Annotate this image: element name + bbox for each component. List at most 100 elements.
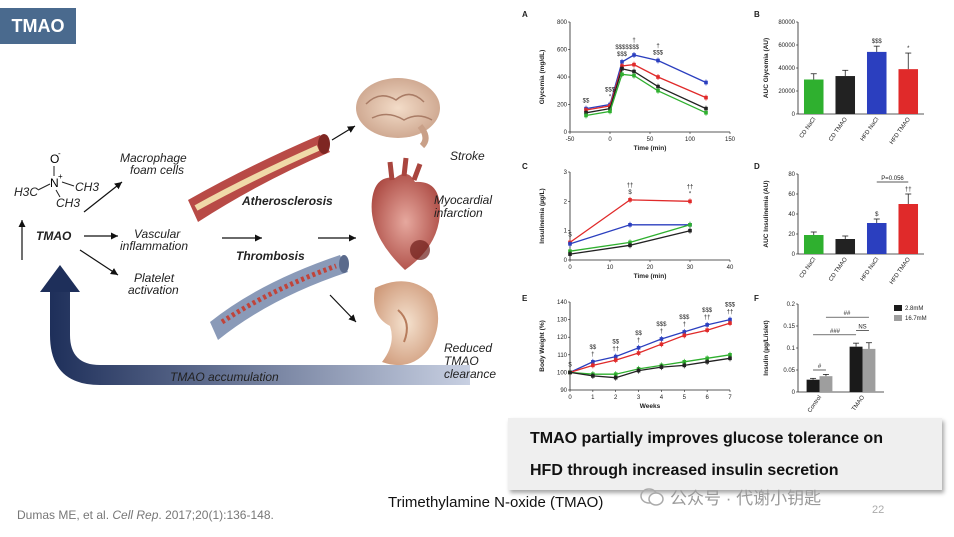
series-line — [569, 357, 731, 379]
data-point — [620, 66, 624, 71]
data-point — [656, 58, 660, 63]
significance-label: † — [591, 352, 594, 358]
data-point — [591, 360, 595, 364]
data-point — [568, 370, 572, 375]
category-label: TMAO — [851, 394, 866, 412]
category-label: CD NaCl — [799, 117, 817, 140]
svg-text:H3C: H3C — [14, 185, 38, 199]
data-point — [628, 198, 632, 202]
data-point — [636, 351, 641, 355]
data-point — [632, 73, 636, 78]
data-point — [728, 321, 732, 325]
figure-caption: Trimethylamine N-oxide (TMAO) — [388, 494, 604, 511]
y-tick-label: 40 — [788, 212, 795, 218]
platelet-label-line2: activation — [128, 283, 179, 297]
x-tick-label: 0 — [568, 395, 572, 401]
macrophage-label-line1: Macrophage — [120, 151, 187, 165]
y-tick-label: 80000 — [778, 20, 795, 26]
panel-f-islet-insulin-chart: F 0 0.05 0.1 0.15 0.2 Insulin (µg/L/islet) Cont… — [754, 294, 927, 414]
series-line — [585, 73, 707, 117]
watermark: 公众号 · 代谢小钥匙 — [640, 484, 821, 509]
significance-label: ## — [844, 311, 851, 317]
y-axis-label: AUC Glycemia (AU) — [763, 38, 770, 98]
data-point — [636, 345, 641, 350]
data-point — [628, 223, 632, 227]
significance-label: †† — [704, 315, 711, 321]
x-tick-label: 4 — [660, 395, 664, 401]
significance-label: $$ — [590, 345, 597, 351]
y-tick-label: 0 — [792, 252, 796, 258]
citation-authors: Dumas ME, et al. — [17, 508, 113, 522]
y-axis-label: Insulin (µg/L/islet) — [763, 320, 770, 375]
panel-d-auc-insulinemia-chart: D 0 20 40 60 80 AUC Insulinemia (AU) CD NaCl CD … — [754, 162, 924, 286]
y-tick-label: 140 — [557, 300, 568, 306]
series-line — [585, 54, 707, 110]
significance-label: $$$ — [725, 303, 735, 309]
data-point — [613, 375, 618, 380]
conclusion-box: TMAO partially improves glucose toleranc… — [508, 418, 942, 490]
tmao-formula: O - N + H3C CH3 CH3 — [14, 149, 99, 210]
data-point — [682, 330, 687, 334]
x-axis-label: Time (min) — [634, 273, 667, 280]
y-tick-label: 110 — [557, 353, 567, 359]
y-tick-label: 80 — [788, 172, 795, 178]
conclusion-line2: HFD through increased insulin secretion — [530, 462, 839, 479]
data-point — [632, 53, 636, 57]
data-point — [704, 80, 708, 85]
macrophage-label-line2: foam cells — [130, 163, 184, 177]
wechat-icon — [640, 487, 664, 506]
conclusion-line1: TMAO partially improves glucose toleranc… — [530, 430, 883, 447]
x-tick-label: 3 — [637, 395, 641, 401]
data-point — [628, 243, 632, 248]
significance-label: $$$ — [617, 52, 628, 58]
data-point — [656, 75, 660, 79]
y-tick-label: 130 — [557, 318, 568, 324]
y-tick-label: 20000 — [778, 89, 795, 95]
legend-label: 2.8mM — [905, 306, 923, 312]
category-label: CD TMAO — [828, 116, 849, 142]
significance-label: $$$ — [629, 45, 640, 51]
accumulation-label: TMAO accumulation — [170, 370, 279, 384]
svg-text:N: N — [50, 176, 59, 190]
significance-label: $ — [568, 232, 572, 238]
y-axis-label: Body Weight (%) — [539, 320, 546, 372]
x-tick-label: 100 — [685, 137, 696, 143]
x-tick-label: 10 — [607, 265, 614, 271]
y-tick-label: 3 — [564, 170, 568, 176]
tmao-pathway-diagram: TMAO accumulation O - N + H3C CH3 CH3 TM… — [14, 78, 496, 385]
data-point — [705, 323, 709, 327]
mi-label-line2: infarction — [434, 206, 483, 220]
y-tick-label: 0 — [564, 130, 568, 136]
mi-label-line1: Myocardial — [434, 193, 492, 207]
data-point — [705, 328, 709, 332]
significance-label: †† — [727, 310, 734, 316]
reduced-label-line1: Reduced — [444, 341, 492, 355]
y-axis-label: Insulinemia (µg/L) — [539, 188, 546, 243]
panel-label: A — [522, 10, 528, 19]
category-label: HFD NaCl — [860, 257, 881, 283]
significance-label: $$$ — [656, 322, 667, 328]
significance-label: $$$ — [605, 88, 616, 94]
significance-label: $ — [568, 362, 572, 368]
data-point — [728, 353, 732, 357]
x-tick-label: 30 — [687, 265, 694, 271]
panel-e-body-weight-chart: E 90 100 110 120 130 140 Body Weight (%) 0 1 2 3 4 5 6… — [522, 294, 735, 410]
significance-label: † — [683, 322, 686, 328]
bar — [835, 239, 856, 254]
y-tick-label: 800 — [557, 20, 568, 26]
significance-label: * — [689, 191, 692, 197]
artery-illustration — [188, 134, 330, 222]
p-value-label: P=0.056 — [881, 176, 904, 182]
data-point — [568, 252, 572, 256]
category-label: HFD NaCl — [860, 117, 881, 143]
y-tick-label: 0.15 — [783, 324, 795, 330]
svg-text:CH3: CH3 — [56, 196, 80, 210]
data-point — [728, 317, 732, 322]
x-tick-label: 40 — [727, 265, 734, 271]
significance-label: †† — [627, 183, 634, 189]
y-tick-label: 0 — [564, 258, 568, 264]
y-tick-label: 40000 — [778, 66, 795, 72]
data-point — [608, 109, 612, 114]
data-point — [656, 88, 660, 93]
